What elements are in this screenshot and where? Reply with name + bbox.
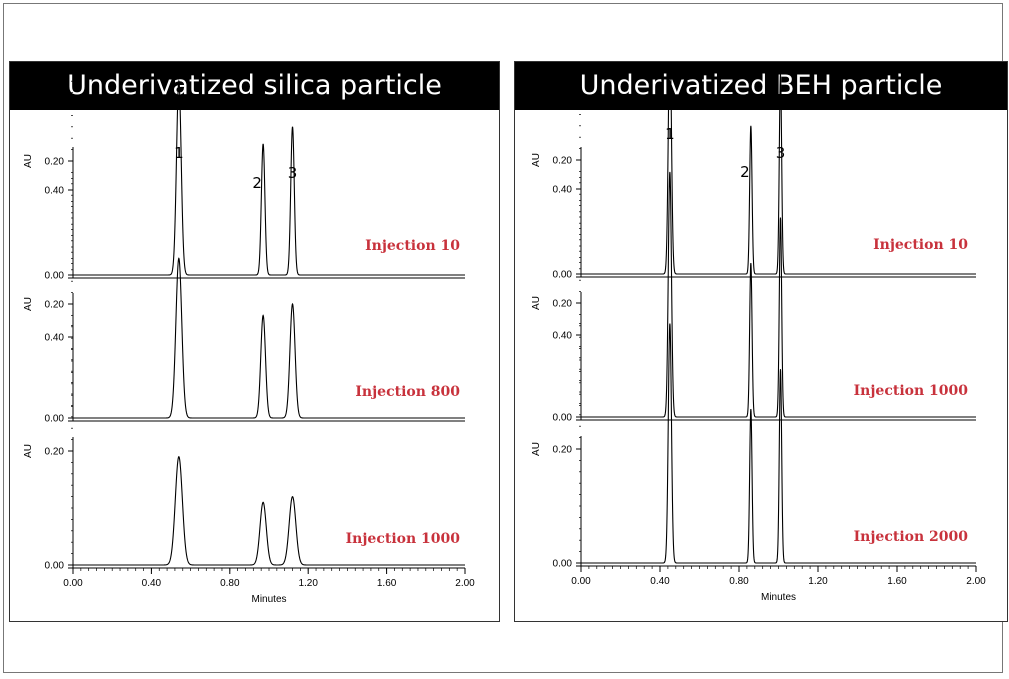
x-tick-label: 1.60 <box>377 578 397 589</box>
y-axis-label: AU <box>23 444 34 458</box>
x-tick-label: 0.00 <box>63 578 83 589</box>
x-tick-label: 1.60 <box>887 576 907 587</box>
y-axis-label: AU <box>531 442 542 456</box>
x-tick-label: 0.40 <box>142 578 162 589</box>
injection-label: Injection 1000 <box>346 531 461 547</box>
y-axis-label: AU <box>23 154 34 168</box>
injection-label: Injection 2000 <box>854 529 969 545</box>
x-tick-label: 0.80 <box>729 576 749 587</box>
silica-chart: 0.00 0.20 0.40 AU Injection 10 1 2 3 0.00 0.20 0.4… <box>23 69 475 605</box>
peak-label-2: 2 <box>740 163 750 181</box>
trace-2: 0.00 0.20 0.40 AU Injection 1000 <box>531 171 976 424</box>
y-tick-label: 0.20 <box>553 156 573 167</box>
x-tick-label: 0.00 <box>571 576 591 587</box>
x-tick-label: 1.20 <box>808 576 828 587</box>
peak-label-3: 3 <box>776 144 786 162</box>
chromatogram-line <box>73 257 465 419</box>
y-tick-label: 0.40 <box>45 333 65 344</box>
y-tick-label: 0.00 <box>45 561 65 572</box>
x-axis-label: Minutes <box>761 592 796 603</box>
x-tick-label: 0.80 <box>220 578 240 589</box>
peak-label-1: 1 <box>665 125 675 143</box>
y-tick-label: 0.20 <box>45 300 65 311</box>
injection-label: Injection 800 <box>355 384 460 400</box>
y-tick-label: 0.40 <box>45 186 65 197</box>
injection-label: Injection 1000 <box>854 383 969 399</box>
x-tick-label: 0.40 <box>650 576 670 587</box>
silica-panel: Underivatized silica particle 0.000.200.… <box>9 61 500 622</box>
y-axis-label: AU <box>531 153 542 167</box>
y-tick-label: 0.20 <box>45 157 65 168</box>
x-tick-label: 2.00 <box>455 578 475 589</box>
y-tick-label: 0.20 <box>553 445 573 456</box>
trace-3: 0.00 0.20 0.40 AU Injection 1000 <box>23 325 465 572</box>
trace-3: 0.00 0.20 0.40 AU Injection 2000 <box>531 323 976 570</box>
y-tick-label: 0.00 <box>45 271 65 282</box>
y-tick-label: 0.00 <box>553 559 573 570</box>
y-tick-label: 0.00 <box>45 414 65 425</box>
chromatogram-line <box>581 323 976 564</box>
trace-1: 0.00 0.20 0.40 AU Injection 10 1 2 3 <box>23 69 465 282</box>
y-tick-label: 0.20 <box>45 447 65 458</box>
figure-frame: Underivatized silica particle 0.000.200.… <box>3 3 1008 673</box>
y-tick-label: 0.40 <box>553 185 573 196</box>
y-tick-label: 0.00 <box>553 270 573 281</box>
y-axis-label: AU <box>531 296 542 310</box>
chromatogram-line <box>581 171 976 418</box>
peak-label-1: 1 <box>174 144 184 162</box>
chromatogram-line <box>581 62 976 275</box>
x-tick-label: 1.20 <box>298 578 318 589</box>
y-tick-label: 0.00 <box>553 413 573 424</box>
beh-chart: 0.00 0.20 0.40 AU Injection 10 1 2 3 0.00 0.20 0.4… <box>531 62 986 603</box>
peak-label-2: 2 <box>252 174 262 192</box>
trace-1: 0.00 0.20 0.40 AU Injection 10 1 2 3 <box>531 62 976 281</box>
panel-title: Underivatized BEH particle <box>515 62 1007 110</box>
y-tick-label: 0.20 <box>553 299 573 310</box>
x-tick-label: 2.00 <box>966 576 986 587</box>
beh-panel: Underivatized BEH particle 0.00 0.20 0.40 A… <box>514 61 1008 622</box>
injection-label: Injection 10 <box>873 237 968 253</box>
trace-2: 0.00 0.20 0.40 AU Injection 800 <box>23 178 465 425</box>
chromatogram-line <box>73 79 465 276</box>
peak-label-3: 3 <box>288 164 298 182</box>
injection-label: Injection 10 <box>365 238 460 254</box>
chromatogram-line <box>73 455 465 566</box>
panel-title: Underivatized silica particle <box>10 62 499 110</box>
y-tick-label: 0.40 <box>553 331 573 342</box>
x-axis-label: Minutes <box>251 594 286 605</box>
y-axis-label: AU <box>23 297 34 311</box>
